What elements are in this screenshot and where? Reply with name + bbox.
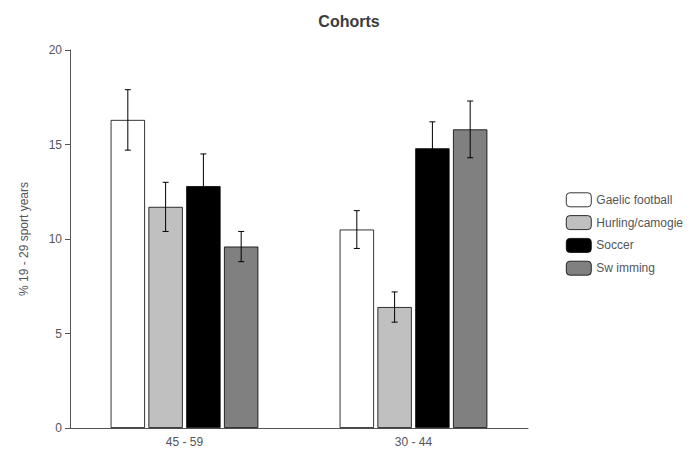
- svg-text:% 19 - 29 sport years: % 19 - 29 sport years: [17, 182, 31, 296]
- svg-text:Gaelic football: Gaelic football: [596, 193, 672, 207]
- svg-text:10: 10: [49, 232, 63, 246]
- svg-text:0: 0: [55, 421, 62, 435]
- svg-text:Cohorts: Cohorts: [318, 13, 379, 30]
- svg-text:15: 15: [49, 138, 63, 152]
- svg-text:Soccer: Soccer: [596, 238, 633, 252]
- svg-text:Sw imming: Sw imming: [596, 261, 655, 275]
- svg-text:20: 20: [49, 43, 63, 57]
- svg-text:Hurling/camogie: Hurling/camogie: [596, 216, 683, 230]
- svg-text:30 - 44: 30 - 44: [395, 435, 433, 449]
- svg-text:5: 5: [55, 327, 62, 341]
- svg-text:45 - 59: 45 - 59: [166, 435, 204, 449]
